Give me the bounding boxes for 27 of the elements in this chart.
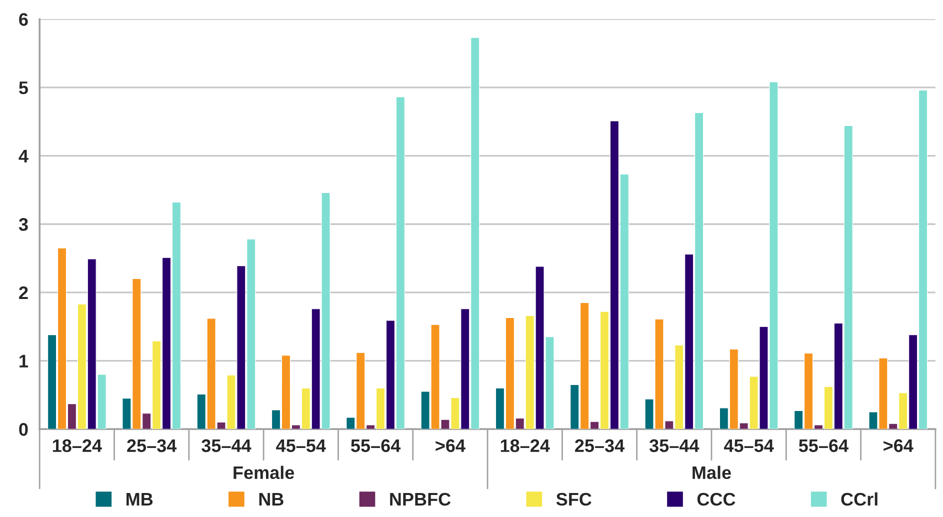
legend-label: CCC <box>697 492 736 506</box>
legend-label: SFC <box>556 492 592 506</box>
x-tick-label: >64 <box>436 439 466 452</box>
text: Male <box>692 466 731 480</box>
x-tick-label: 55–64 <box>798 439 848 452</box>
y-tick-label: 0 <box>19 423 28 436</box>
x-tick-label: 35–44 <box>649 439 700 452</box>
legend-label: MB <box>126 493 153 506</box>
legend-label: NPBFC <box>390 492 451 506</box>
x-tick-label: 18–24 <box>500 439 550 452</box>
legend-label: NB <box>259 493 284 506</box>
y-tick-label: 3 <box>18 218 28 231</box>
x-tick-label: 25–34 <box>127 439 177 452</box>
text: Female <box>234 466 294 480</box>
x-tick-label: 45–54 <box>276 439 326 452</box>
x-tick-label: 55–64 <box>351 439 401 452</box>
x-tick-label: 45–54 <box>724 439 774 452</box>
x-tick-label: 25–34 <box>575 439 625 452</box>
y-tick-label: 1 <box>20 354 28 368</box>
x-tick-label: 35–44 <box>202 439 252 452</box>
x-tick-label: 18–24 <box>52 439 102 452</box>
y-tick-label: 5 <box>19 82 28 94</box>
x-tick-label: >64 <box>884 439 914 452</box>
y-tick-label: 6 <box>19 13 28 26</box>
legend-label: CCrl <box>841 492 878 506</box>
y-tick-label: 2 <box>19 286 28 299</box>
y-tick-label: 4 <box>18 150 28 162</box>
